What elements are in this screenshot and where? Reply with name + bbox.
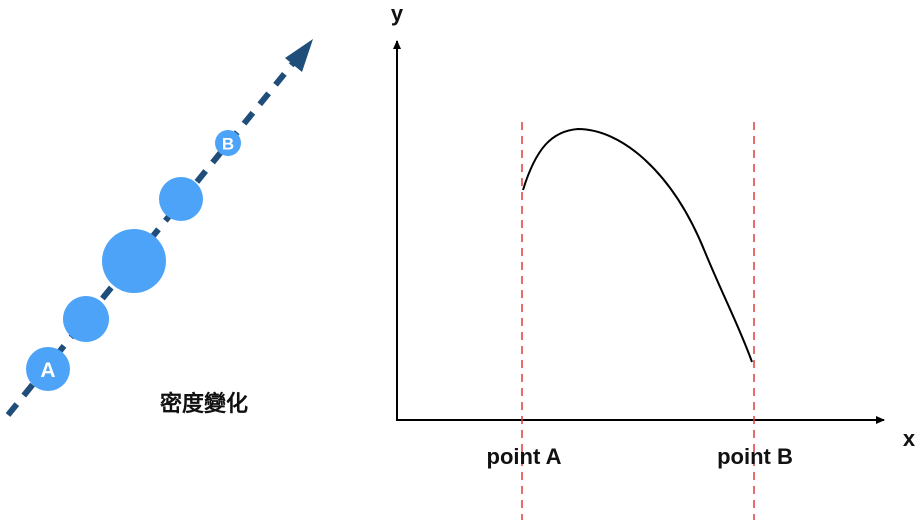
- density-change-label: 密度變化: [160, 391, 248, 416]
- marker-b-label: B: [222, 135, 234, 154]
- density-circle-medium: [159, 177, 203, 221]
- density-circle-large: [102, 229, 166, 293]
- marker-a-label: A: [40, 359, 55, 382]
- marker-a-circle: [26, 347, 70, 391]
- point-a-label: point A: [487, 444, 562, 469]
- x-axis-label: x: [903, 426, 916, 451]
- marker-b-circle: [215, 130, 241, 156]
- density-circle-small: [63, 296, 109, 342]
- direction-arrow-head: [285, 39, 313, 72]
- point-b-label: point B: [717, 444, 793, 469]
- density-curve: [522, 127, 753, 363]
- y-axis-label: y: [391, 1, 404, 26]
